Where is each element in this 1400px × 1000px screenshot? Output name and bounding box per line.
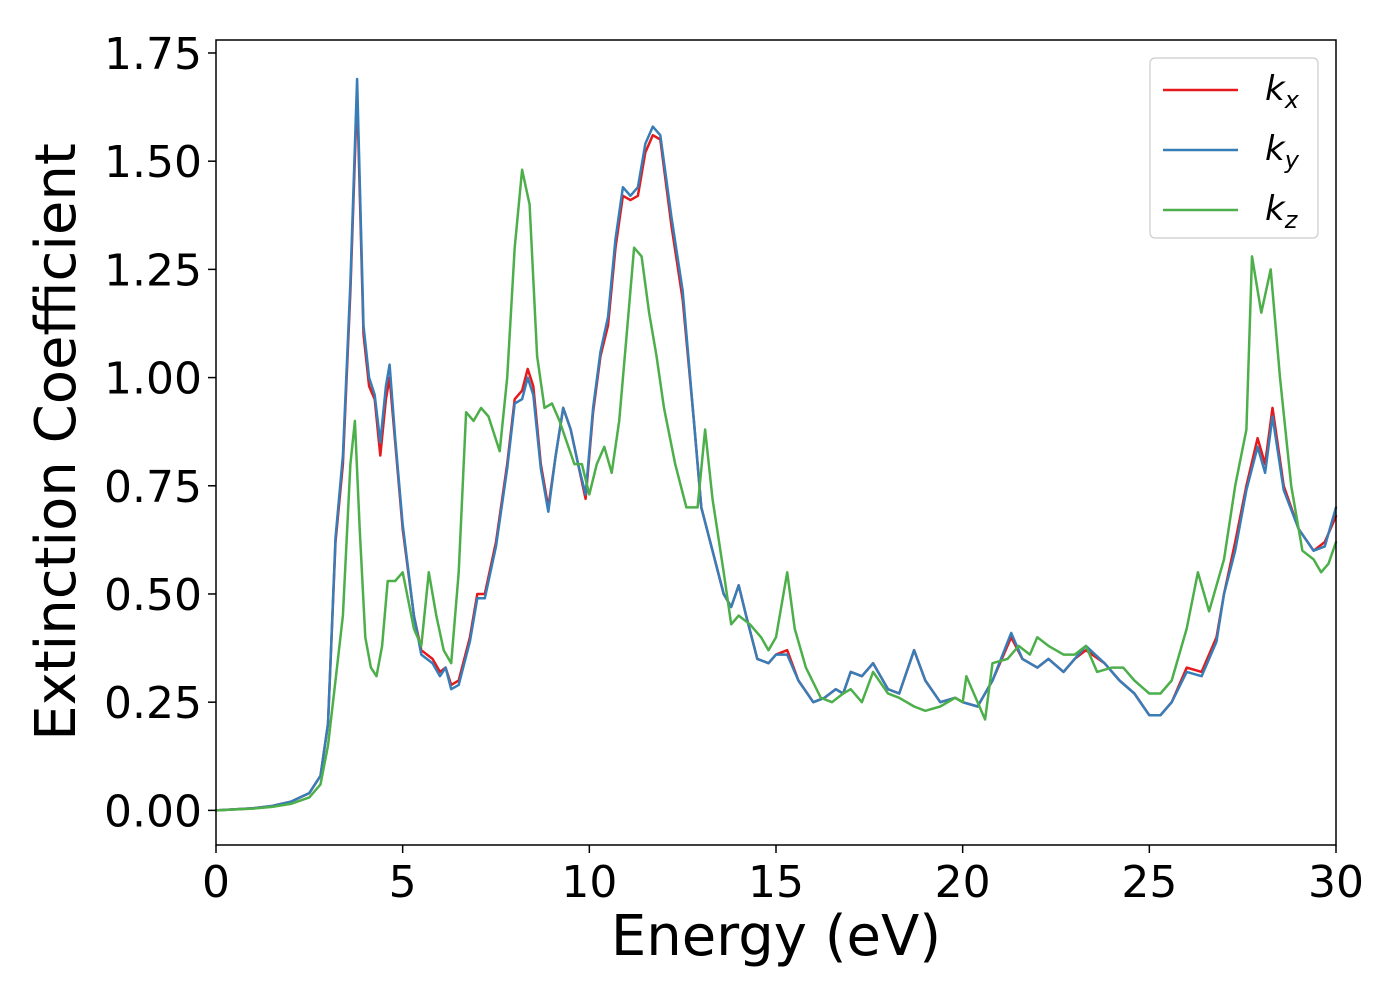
x-tick-label: 5 xyxy=(389,857,417,908)
y-tick-label: 0.50 xyxy=(104,570,202,621)
legend: kx ky kz xyxy=(1149,57,1319,239)
x-tick-label: 0 xyxy=(202,857,230,908)
y-tick-label: 0.25 xyxy=(104,678,202,729)
y-axis-ticks: 0.00 0.25 0.50 0.75 1.00 1.25 1.50 1.75 xyxy=(104,29,216,837)
series-line-y xyxy=(214,77,1338,812)
x-tick-label: 25 xyxy=(1121,857,1177,908)
y-tick-label: 1.25 xyxy=(104,245,202,296)
legend-label-x: kx xyxy=(1265,69,1300,114)
plot-area xyxy=(216,40,1336,845)
legend-label-y: ky xyxy=(1265,129,1300,174)
y-tick-label: 0.75 xyxy=(104,462,202,513)
legend-label-z: kz xyxy=(1265,189,1299,234)
x-tick-label: 15 xyxy=(748,857,804,908)
y-tick-label: 1.50 xyxy=(104,137,202,188)
y-tick-label: 1.75 xyxy=(104,29,202,80)
x-axis-title: Energy (eV) xyxy=(611,904,941,969)
x-tick-label: 30 xyxy=(1308,857,1364,908)
x-axis-ticks: 0 5 10 15 20 25 30 xyxy=(202,845,1364,908)
y-tick-label: 0.00 xyxy=(104,786,202,837)
y-tick-label: 1.00 xyxy=(104,354,202,405)
x-tick-label: 10 xyxy=(561,857,617,908)
x-tick-label: 20 xyxy=(935,857,991,908)
y-axis-title: Extinction Coefficient xyxy=(24,143,89,741)
series-line-z xyxy=(214,168,1338,812)
series-layer xyxy=(214,77,1338,812)
legend-box xyxy=(1149,57,1319,239)
